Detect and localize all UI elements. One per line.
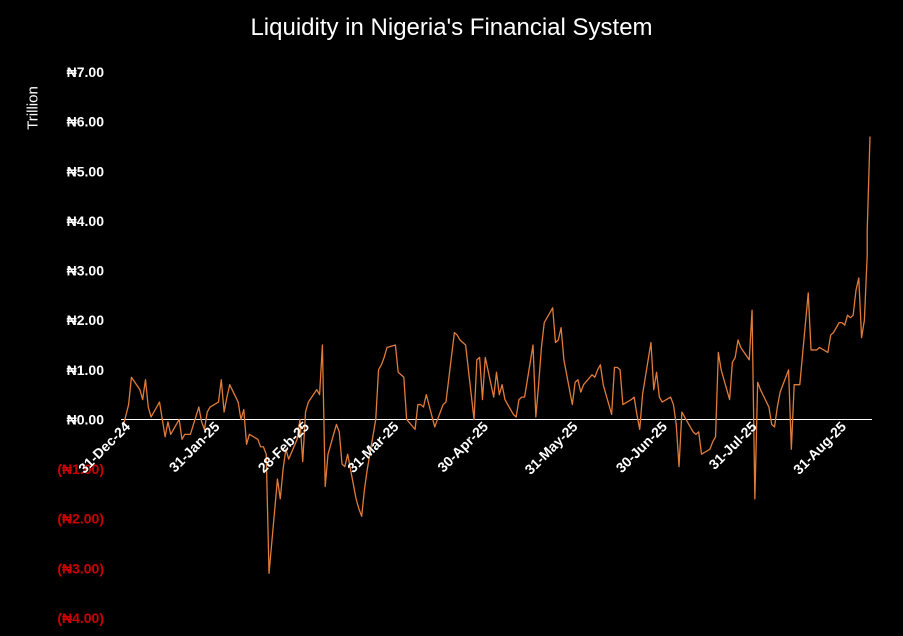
x-tick-label: 31-May-25 [521, 418, 580, 477]
y-tick-label: ₦5.00 [67, 163, 105, 179]
x-tick-label: 30-Apr-25 [434, 418, 491, 475]
y-tick-label: ₦7.00 [67, 64, 105, 80]
x-axis-ticks: 31-Dec-24 31-Jan-25 28-Feb-25 31-Mar-25 30-A… [75, 418, 849, 477]
y-tick-label: ₦6.00 [67, 114, 105, 130]
x-tick-label: 30-Jun-25 [613, 418, 671, 476]
chart-title: Liquidity in Nigeria's Financial System [250, 14, 653, 41]
y-tick-label: (₦2.00) [57, 511, 104, 527]
x-tick-label: 31-Jul-25 [705, 418, 759, 472]
x-tick-label: 31-Jan-25 [166, 418, 223, 475]
series-line [122, 136, 871, 574]
y-tick-label: (₦3.00) [57, 560, 104, 576]
y-tick-label: ₦1.00 [67, 362, 105, 378]
y-tick-label: ₦2.00 [67, 312, 105, 328]
y-tick-label: (₦4.00) [57, 610, 104, 626]
x-tick-label: 31-Mar-25 [344, 418, 402, 476]
y-tick-label: ₦0.00 [67, 411, 105, 427]
y-tick-label: (₦1.00) [57, 461, 104, 477]
series-layer [122, 136, 871, 574]
x-tick-label: 31-Aug-25 [790, 418, 849, 477]
y-axis-ticks: ₦7.00 ₦6.00 ₦5.00 ₦4.00 ₦3.00 ₦2.00 ₦1.00 ₦0.00… [57, 64, 104, 626]
y-tick-label: ₦3.00 [67, 263, 105, 279]
y-tick-label: ₦4.00 [67, 213, 105, 229]
